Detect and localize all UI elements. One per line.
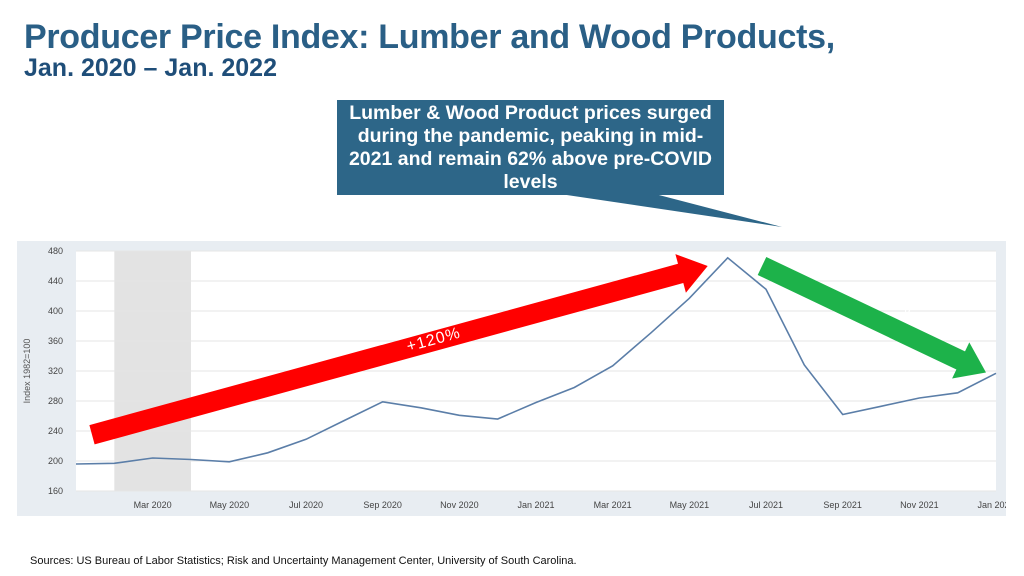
- chart-subtitle: Jan. 2020 – Jan. 2022: [24, 54, 277, 82]
- y-tick-label: 360: [48, 336, 63, 346]
- line-chart: 480 440 400 360 320 280 240 200 160 Mar 2020 May …: [22, 246, 1006, 510]
- x-tick-label: May 2020: [210, 500, 250, 510]
- y-tick-label: 160: [48, 486, 63, 496]
- x-tick-label: Sep 2021: [823, 500, 862, 510]
- x-tick-label: Jul 2021: [749, 500, 783, 510]
- y-tick-label: 320: [48, 366, 63, 376]
- y-tick-label: 480: [48, 246, 63, 256]
- callout-box: Lumber & Wood Product prices surged duri…: [337, 100, 724, 195]
- source-note: Sources: US Bureau of Labor Statistics; …: [30, 555, 577, 567]
- x-tick-label: Nov 2020: [440, 500, 479, 510]
- down-arrow: [757, 257, 986, 379]
- series-line: [75, 256, 997, 465]
- x-tick-label: Sep 2020: [363, 500, 402, 510]
- chart-title: Producer Price Index: Lumber and Wood Pr…: [24, 18, 835, 56]
- y-tick-labels: 480 440 400 360 320 280 240 200 160: [48, 246, 63, 496]
- y-tick-label: 440: [48, 276, 63, 286]
- y-tick-label: 280: [48, 396, 63, 406]
- x-tick-labels: Mar 2020 May 2020 Jul 2020 Sep 2020 Nov 2020…: [134, 500, 1006, 510]
- annotation-arrows: +120%33%: [89, 254, 986, 445]
- x-tick-label: Nov 2021: [900, 500, 939, 510]
- y-axis-label: Index 1982=100: [22, 339, 32, 404]
- y-tick-label: 240: [48, 426, 63, 436]
- x-tick-label: Jul 2020: [289, 500, 323, 510]
- y-tick-label: 400: [48, 306, 63, 316]
- x-tick-label: Mar 2021: [594, 500, 632, 510]
- x-tick-label: Jan 2021: [517, 500, 554, 510]
- chart-frame: 480 440 400 360 320 280 240 200 160 Mar 2020 May …: [17, 241, 1006, 516]
- x-tick-label: May 2021: [670, 500, 710, 510]
- x-tick-label: Mar 2020: [134, 500, 172, 510]
- y-tick-label: 200: [48, 456, 63, 466]
- x-tick-label: Jan 2022: [977, 500, 1006, 510]
- up-arrow: [89, 254, 708, 445]
